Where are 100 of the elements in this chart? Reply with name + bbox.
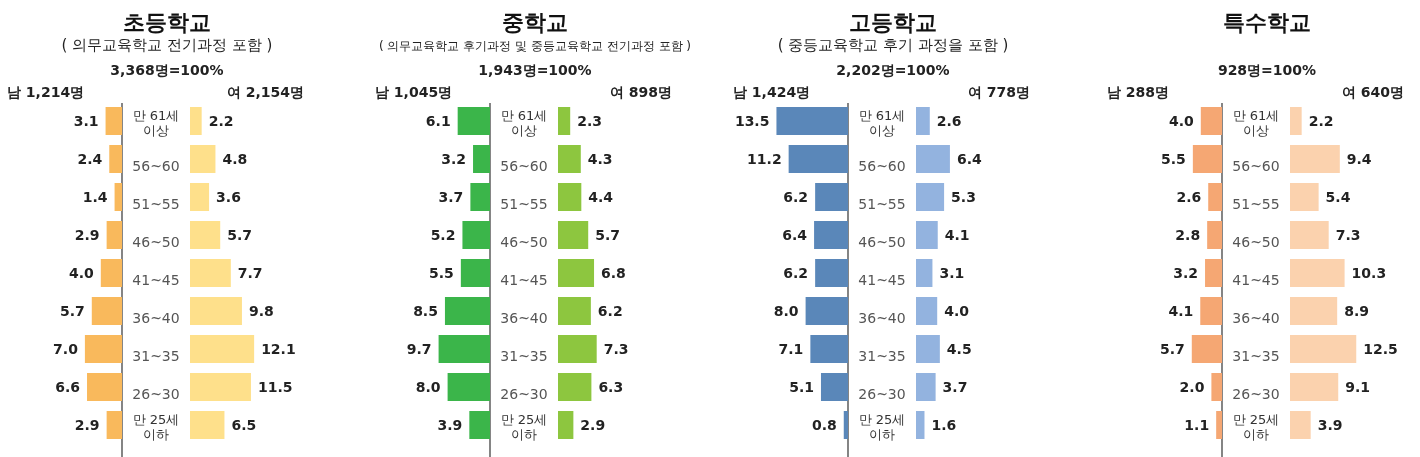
y-tick-label: 51~55 bbox=[132, 196, 180, 212]
y-tick-label: 36~40 bbox=[132, 310, 180, 326]
data-label: 2.3 bbox=[577, 113, 602, 129]
y-tick-label: 56~60 bbox=[858, 158, 906, 174]
data-label: 2.4 bbox=[77, 151, 103, 167]
y-tick-label: 51~55 bbox=[500, 196, 548, 212]
y-tick-label: 46~50 bbox=[858, 234, 906, 250]
text: 특수학교 bbox=[1223, 10, 1311, 35]
data-label: 5.5 bbox=[1161, 151, 1186, 167]
y-tick-label: 만 61세 이상 bbox=[132, 108, 180, 138]
bar bbox=[776, 107, 848, 135]
data-label: 6.2 bbox=[783, 189, 809, 205]
bar bbox=[1290, 221, 1329, 249]
data-label: 8.0 bbox=[415, 379, 441, 395]
data-label: 8.0 bbox=[773, 303, 799, 319]
data-label: 6.1 bbox=[425, 113, 451, 129]
data-label: 5.7 bbox=[1159, 341, 1185, 357]
bar bbox=[460, 259, 490, 287]
y-tick-label: 만 61세 이상 bbox=[858, 108, 906, 138]
data-label: 2.9 bbox=[74, 417, 100, 433]
bar bbox=[558, 107, 571, 135]
y-tick-label: 46~50 bbox=[500, 234, 548, 250]
bar bbox=[916, 297, 938, 325]
y-tick-label: 41~45 bbox=[858, 272, 906, 288]
data-label: 9.7 bbox=[406, 341, 432, 357]
data-label: 2.9 bbox=[580, 417, 606, 433]
data-label: 7.1 bbox=[778, 341, 804, 357]
bar bbox=[558, 297, 591, 325]
bar bbox=[190, 107, 202, 135]
data-label: 13.5 bbox=[734, 113, 770, 129]
y-tick-label: 만 61세 이상 bbox=[500, 108, 548, 138]
bar bbox=[1290, 297, 1338, 325]
bar bbox=[814, 221, 848, 249]
y-tick-label: 36~40 bbox=[1232, 310, 1280, 326]
y-tick-label: 46~50 bbox=[1232, 234, 1280, 250]
data-label: 11.2 bbox=[747, 151, 782, 167]
bar bbox=[1208, 183, 1222, 211]
data-label: 4.1 bbox=[1168, 303, 1194, 319]
y-tick-label: 26~30 bbox=[500, 386, 548, 402]
y-tick-label: 41~45 bbox=[1232, 272, 1280, 288]
data-label: 2.6 bbox=[1176, 189, 1202, 205]
bar bbox=[462, 221, 490, 249]
bar bbox=[558, 335, 597, 363]
data-label: 5.2 bbox=[430, 227, 456, 243]
y-tick-label: 31~35 bbox=[858, 348, 906, 364]
data-label: 7.0 bbox=[53, 341, 79, 357]
bar bbox=[916, 183, 945, 211]
data-label: 12.1 bbox=[261, 341, 296, 357]
y-tick-label: 36~40 bbox=[500, 310, 548, 326]
y-tick-label: 31~35 bbox=[1232, 348, 1280, 364]
bar bbox=[190, 145, 216, 173]
data-label: 3.9 bbox=[437, 417, 463, 433]
bar bbox=[1200, 107, 1222, 135]
data-label: 6.2 bbox=[783, 265, 809, 281]
data-label: 6.6 bbox=[55, 379, 81, 395]
data-label: 3.2 bbox=[441, 151, 467, 167]
data-label: 5.4 bbox=[1325, 189, 1351, 205]
y-tick-label: 만 25세 이하 bbox=[1232, 412, 1280, 442]
y-tick-label: 26~30 bbox=[132, 386, 180, 402]
data-label: 6.5 bbox=[231, 417, 257, 433]
data-label: 4.4 bbox=[588, 189, 614, 205]
bar bbox=[558, 183, 582, 211]
data-label: 9.8 bbox=[248, 303, 274, 319]
bar bbox=[916, 373, 936, 401]
text: 여 640명 bbox=[1341, 84, 1404, 100]
bar bbox=[469, 411, 490, 439]
bar bbox=[815, 183, 848, 211]
data-label: 5.1 bbox=[789, 379, 814, 395]
bar bbox=[1207, 221, 1222, 249]
bar bbox=[190, 335, 255, 363]
text: 2,202명=100% bbox=[836, 62, 950, 78]
data-label: 10.3 bbox=[1351, 265, 1387, 281]
bar bbox=[444, 297, 490, 325]
text: 3,368명=100% bbox=[110, 62, 224, 78]
data-label: 6.4 bbox=[956, 151, 982, 167]
bar bbox=[1290, 183, 1319, 211]
data-label: 6.3 bbox=[598, 379, 624, 395]
data-label: 9.1 bbox=[1345, 379, 1371, 395]
data-label: 4.1 bbox=[944, 227, 970, 243]
series-label: 남 1,424명 bbox=[733, 84, 811, 100]
y-tick-label: 41~45 bbox=[132, 272, 180, 288]
bar bbox=[457, 107, 490, 135]
y-tick-label: 36~40 bbox=[858, 310, 906, 326]
bar bbox=[447, 373, 490, 401]
y-tick-label: 56~60 bbox=[132, 158, 180, 174]
bar bbox=[109, 145, 122, 173]
series-label: 남 1,045명 bbox=[375, 84, 453, 100]
bar bbox=[843, 411, 848, 439]
bar bbox=[190, 297, 242, 325]
y-tick-label: 만 25세 이하 bbox=[858, 412, 906, 442]
bar bbox=[916, 221, 938, 249]
data-label: 5.7 bbox=[227, 227, 253, 243]
text: 고등학교 bbox=[849, 10, 937, 35]
data-label: 1.6 bbox=[931, 417, 957, 433]
data-label: 0.8 bbox=[811, 417, 837, 433]
bar bbox=[190, 259, 231, 287]
data-label: 3.7 bbox=[438, 189, 464, 205]
bar bbox=[100, 259, 122, 287]
data-label: 6.4 bbox=[782, 227, 808, 243]
y-tick-label: 56~60 bbox=[1232, 158, 1280, 174]
